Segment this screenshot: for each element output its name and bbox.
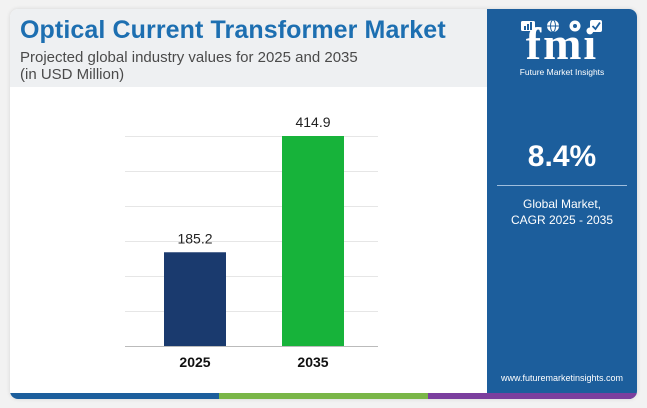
color-strip	[10, 393, 637, 399]
subtitle-line-1: Projected global industry values for 202…	[20, 49, 358, 66]
sidebar: fmi	[487, 9, 637, 399]
chart-icon	[521, 21, 535, 31]
cagr-label-line-2: CAGR 2025 - 2035	[510, 213, 614, 227]
infographic-card: Optical Current Transformer Market Proje…	[10, 9, 637, 399]
strip-segment-blue	[10, 393, 219, 399]
gear-icon	[569, 20, 581, 32]
globe-icon	[547, 19, 559, 33]
bar-2025	[164, 252, 226, 346]
fmi-logo: fmi	[487, 9, 637, 81]
cagr-value: 8.4%	[527, 140, 597, 173]
chart-subtitle: Projected global industry values for 202…	[20, 49, 358, 83]
value-label-2025: 185.2	[177, 230, 212, 246]
cagr-label-line-1: Global Market,	[522, 197, 602, 211]
logo-subtext: Future Market Insights	[519, 67, 605, 77]
logo-wordmark: fmi	[526, 18, 598, 69]
category-label-2025: 2025	[179, 354, 210, 370]
website-link[interactable]: www.futuremarketinsights.com	[500, 373, 624, 383]
value-label-2035: 414.9	[295, 114, 330, 130]
bar-2035	[282, 136, 344, 346]
checkmark-icon	[590, 20, 602, 32]
header: Optical Current Transformer Market Proje…	[10, 9, 487, 87]
cagr-label: Global Market, CAGR 2025 - 2035	[487, 196, 637, 228]
chart-title: Optical Current Transformer Market	[20, 16, 446, 44]
category-label-2035: 2035	[297, 354, 328, 370]
strip-segment-purple	[428, 393, 637, 399]
bar-chart: 185.2 2025 414.9 2035	[125, 114, 378, 370]
strip-segment-green	[219, 393, 428, 399]
subtitle-line-2: (in USD Million)	[20, 66, 125, 83]
divider	[497, 185, 627, 186]
